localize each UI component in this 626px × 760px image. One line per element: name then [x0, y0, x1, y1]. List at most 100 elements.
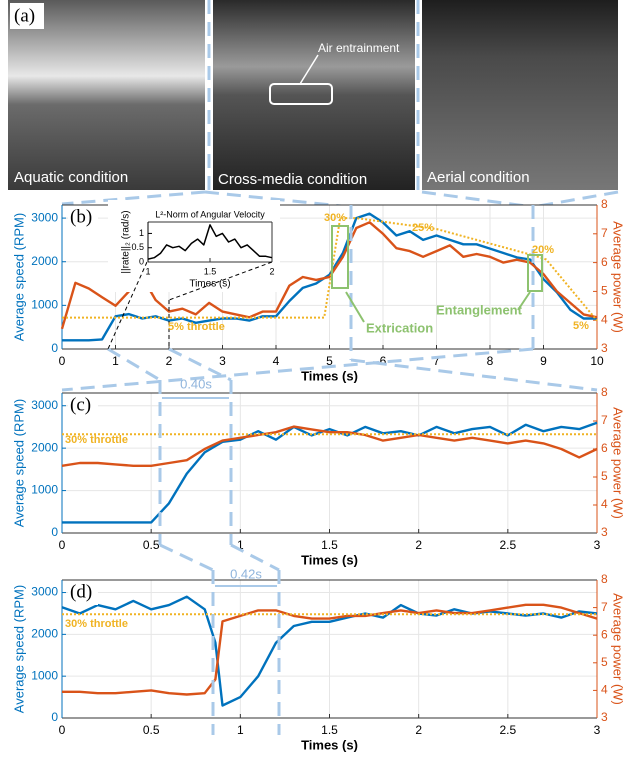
- annotation: 30% throttle: [65, 618, 128, 630]
- x-tick-label: 1.5: [321, 538, 338, 552]
- y2-tick-label: 3: [601, 710, 608, 724]
- panel-label: (d): [70, 581, 92, 602]
- x-axis-label: Times (s): [301, 552, 358, 567]
- panel-label-box: [10, 3, 44, 29]
- photo-note: Air entrainment: [318, 41, 400, 55]
- arrow: [345, 291, 365, 323]
- x-tick-label: 0: [59, 723, 66, 737]
- y-tick-label: 0.5: [131, 242, 144, 252]
- y-tick-label: 2000: [31, 440, 58, 454]
- y2-axis-label: Average power (W): [611, 407, 626, 519]
- y-tick-label: 3000: [31, 210, 58, 224]
- y-tick-label: 0: [139, 256, 144, 266]
- x-tick-label: 1: [145, 266, 150, 276]
- y2-tick-label: 3: [601, 525, 608, 539]
- zoom-line: [168, 347, 232, 382]
- series-line: [61, 595, 598, 707]
- arrow: [517, 291, 531, 311]
- x-tick-label: 2: [415, 723, 422, 737]
- x-tick-label: 7: [433, 354, 440, 368]
- x-tick-label: 3: [219, 354, 226, 368]
- x-tick-label: 4: [273, 354, 280, 368]
- y-axis-label: Average speed (RPM): [11, 213, 26, 341]
- highlight-box: [527, 254, 543, 292]
- zoom-line: [230, 543, 280, 572]
- annotation: 30% throttle: [65, 434, 128, 446]
- panel-label: (b): [70, 206, 92, 227]
- x-tick-label: 1: [237, 538, 244, 552]
- x-tick-label: 8: [487, 354, 494, 368]
- annotation: 30%: [324, 212, 346, 224]
- x-tick-label: 0: [59, 354, 66, 368]
- y2-tick-label: 5: [601, 655, 608, 669]
- x-tick-label: 5: [326, 354, 333, 368]
- x-tick-label: 1: [112, 354, 119, 368]
- x-tick-label: 6: [380, 354, 387, 368]
- y2-axis-label: Average power (W): [611, 593, 626, 705]
- inset-link: [107, 261, 148, 350]
- zoom-line: [350, 358, 598, 392]
- x-tick-label: 2: [415, 538, 422, 552]
- x-tick-label: 1.5: [321, 723, 338, 737]
- inset-title: L²-Norm of Angular Velocity: [155, 209, 265, 219]
- y2-tick-label: 7: [601, 413, 608, 427]
- series-line: [147, 224, 273, 260]
- y-tick-label: 1000: [31, 298, 58, 312]
- x-tick-label: 0: [59, 538, 66, 552]
- x-axis-label: Times (s): [301, 737, 358, 752]
- highlight-box: [331, 225, 349, 289]
- inset-link: [168, 261, 273, 301]
- panel-label-box: [68, 581, 98, 605]
- x-tick-label: 0.5: [143, 538, 160, 552]
- annotation: 0.40s: [180, 376, 212, 391]
- photo-caption: Aquatic condition: [14, 169, 128, 186]
- annotation: 0.42s: [230, 566, 262, 581]
- y-tick-label: 0: [51, 341, 58, 355]
- annotation: 20%: [532, 244, 554, 256]
- photo-aerial: [422, 0, 618, 190]
- y-tick-label: 1000: [31, 668, 58, 682]
- x-tick-label: 2.5: [499, 723, 516, 737]
- y2-tick-label: 6: [601, 255, 608, 269]
- photo-aquatic: [8, 0, 205, 190]
- panel-label: (c): [70, 394, 91, 415]
- x-tick-label: 2.5: [499, 538, 516, 552]
- annotation: 25%: [412, 222, 434, 234]
- y2-tick-label: 4: [601, 312, 608, 326]
- y2-tick-label: 7: [601, 226, 608, 240]
- y2-tick-label: 8: [601, 385, 608, 399]
- x-tick-label: 1: [237, 723, 244, 737]
- zoom-line: [107, 347, 161, 382]
- panel-label: (a): [14, 5, 35, 26]
- x-tick-label: 3: [594, 538, 601, 552]
- y-tick-label: 1: [139, 228, 144, 238]
- y-tick-label: 0: [51, 710, 58, 724]
- y2-tick-label: 6: [601, 441, 608, 455]
- zoom-line: [61, 190, 206, 206]
- y2-tick-label: 6: [601, 627, 608, 641]
- x-tick-label: 2: [166, 354, 173, 368]
- y-tick-label: 0: [51, 525, 58, 539]
- annotation: 5% throttle: [168, 321, 225, 333]
- entrainment-arrow: [299, 54, 319, 85]
- x-tick-label: 1.5: [204, 266, 217, 276]
- photo-caption: Aerial condition: [427, 169, 530, 186]
- panel-label-box: [68, 394, 98, 418]
- y-tick-label: 2000: [31, 254, 58, 268]
- annotations: 30% 25% 20% 5% 5% throttle Extrication E…: [65, 212, 589, 630]
- y-tick-label: 3000: [31, 585, 58, 599]
- photo-cross-media: [213, 0, 415, 190]
- x-axis-label: Times (s): [301, 368, 358, 383]
- series-line: [62, 603, 598, 696]
- x-axis-label: Times (s): [189, 279, 230, 290]
- y2-tick-label: 4: [601, 497, 608, 511]
- y-axis-label: Average speed (RPM): [11, 399, 26, 527]
- y2-tick-label: 8: [601, 197, 608, 211]
- y-tick-label: 3000: [31, 398, 58, 412]
- y2-tick-label: 7: [601, 600, 608, 614]
- y-tick-label: 2000: [31, 627, 58, 641]
- y2-tick-label: 5: [601, 469, 608, 483]
- series-line: [61, 425, 598, 467]
